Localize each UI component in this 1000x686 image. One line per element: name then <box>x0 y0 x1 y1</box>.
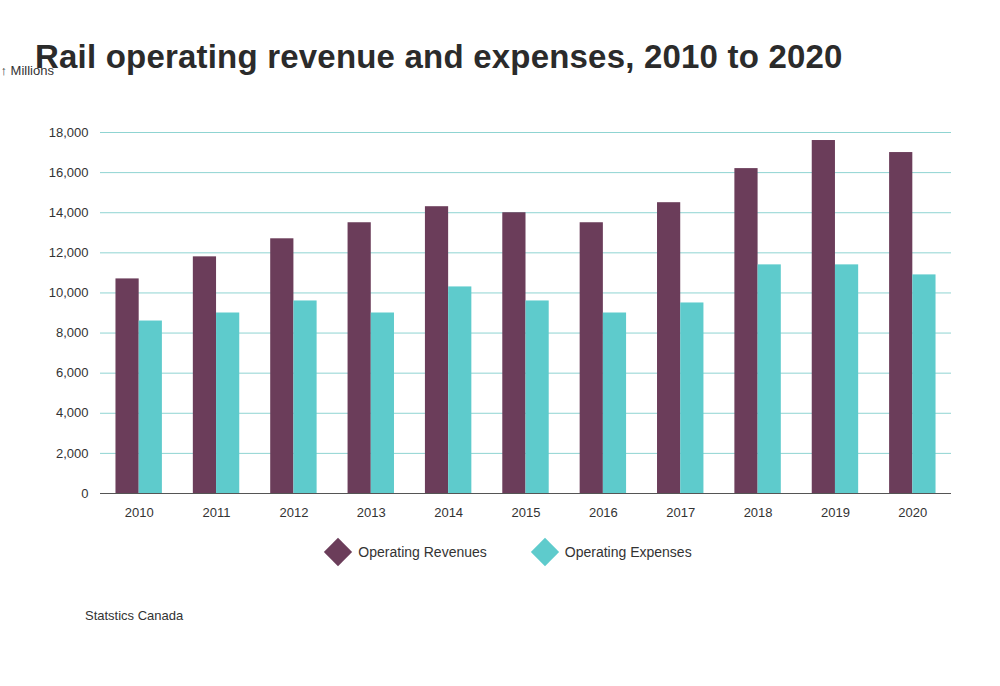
svg-text:2020: 2020 <box>898 505 927 520</box>
svg-text:↑ Millions: ↑ Millions <box>1 63 55 78</box>
svg-text:2012: 2012 <box>279 505 308 520</box>
svg-text:2014: 2014 <box>434 505 463 520</box>
svg-text:6,000: 6,000 <box>56 365 89 380</box>
svg-text:4,000: 4,000 <box>56 405 89 420</box>
svg-text:2011: 2011 <box>203 505 231 520</box>
html-text:Statstics Canada: Statstics Canada <box>85 608 184 623</box>
svg-text:2015: 2015 <box>512 505 541 520</box>
html-text:Rail operating revenue and exp: Rail operating revenue and expenses, 201… <box>35 38 843 75</box>
svg-text:2018: 2018 <box>744 505 773 520</box>
svg-text:16,000: 16,000 <box>49 165 89 180</box>
svg-text:10,000: 10,000 <box>49 285 89 300</box>
svg-text:14,000: 14,000 <box>49 205 89 220</box>
svg-text:2010: 2010 <box>125 505 154 520</box>
svg-text:8,000: 8,000 <box>56 325 89 340</box>
svg-text:18,000: 18,000 <box>49 125 89 140</box>
svg-text:2013: 2013 <box>357 505 386 520</box>
svg-text:2019: 2019 <box>821 505 850 520</box>
svg-text:2016: 2016 <box>589 505 618 520</box>
svg-text:2017: 2017 <box>666 505 695 520</box>
svg-text:0: 0 <box>81 486 88 501</box>
svg-text:12,000: 12,000 <box>49 245 89 260</box>
html-text:Operating Expenses: Operating Expenses <box>564 544 692 560</box>
svg-text:2,000: 2,000 <box>56 446 89 461</box>
html-text:Operating Revenues: Operating Revenues <box>358 544 487 560</box>
